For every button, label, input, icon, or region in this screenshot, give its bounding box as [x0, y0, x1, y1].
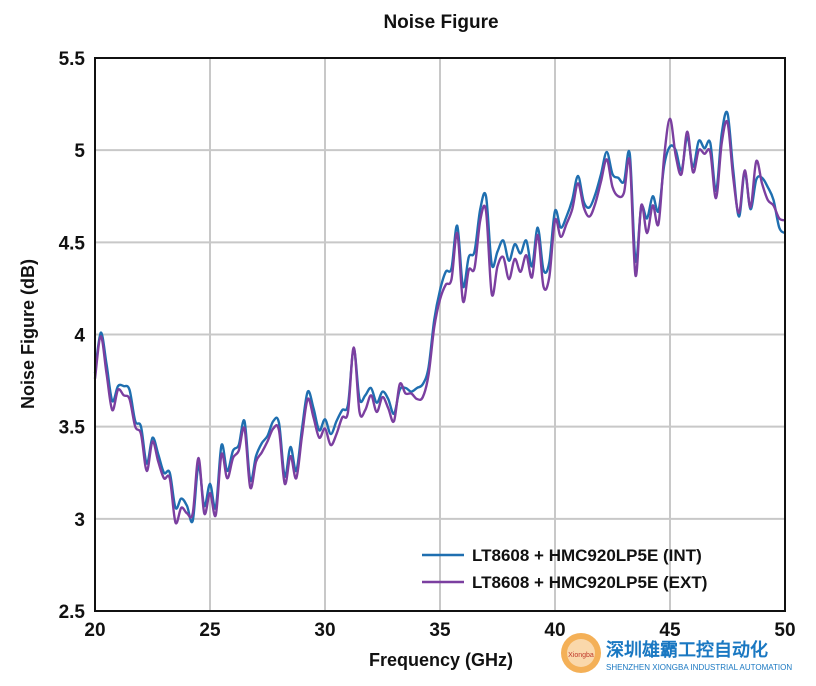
chart-title: Noise Figure: [383, 12, 498, 33]
x-tick-label: 30: [314, 620, 335, 641]
x-axis-ticks: 20 25 30 35 40 45 50: [84, 620, 795, 641]
x-tick-label: 50: [774, 620, 795, 641]
x-tick-label: 25: [199, 620, 221, 641]
x-tick-label: 35: [429, 620, 451, 641]
watermark-badge-inner-icon: [567, 639, 595, 667]
x-tick-label: 40: [544, 620, 565, 641]
x-tick-label: 20: [84, 620, 105, 641]
plot-frame: [94, 57, 786, 612]
watermark-english: SHENZHEN XIONGBA INDUSTRIAL AUTOMATION: [606, 663, 792, 672]
y-tick-label: 3: [74, 510, 85, 531]
watermark-badge-text: Xiongba: [568, 652, 594, 659]
y-axis-ticks: 2.5 3 3.5 4 4.5 5 5.5: [59, 49, 86, 623]
y-tick-label: 5.5: [59, 49, 86, 70]
y-tick-label: 2.5: [59, 602, 86, 623]
y-tick-label: 4: [74, 326, 85, 347]
data-series: [93, 110, 786, 525]
y-tick-label: 4.5: [59, 233, 86, 254]
watermark-chinese: 深圳雄霸工控自动化: [606, 639, 768, 660]
x-axis-label: Frequency (GHz): [369, 650, 513, 670]
legend: LT8608 + HMC920LP5E (INT) LT8608 + HMC92…: [422, 546, 707, 592]
y-axis-label: Noise Figure (dB): [18, 259, 38, 409]
x-tick-label: 45: [659, 620, 681, 641]
y-tick-label: 5: [74, 141, 85, 162]
watermark-logo: Xiongba 深圳雄霸工控自动化 SHENZHEN XIONGBA INDUS…: [561, 633, 792, 673]
legend-label-int: LT8608 + HMC920LP5E (INT): [472, 546, 702, 565]
grid-lines: [95, 58, 785, 611]
series-line-int: [93, 110, 786, 524]
legend-label-ext: LT8608 + HMC920LP5E (EXT): [472, 573, 707, 592]
y-tick-label: 3.5: [59, 418, 86, 439]
series-line-ext: [93, 117, 786, 525]
